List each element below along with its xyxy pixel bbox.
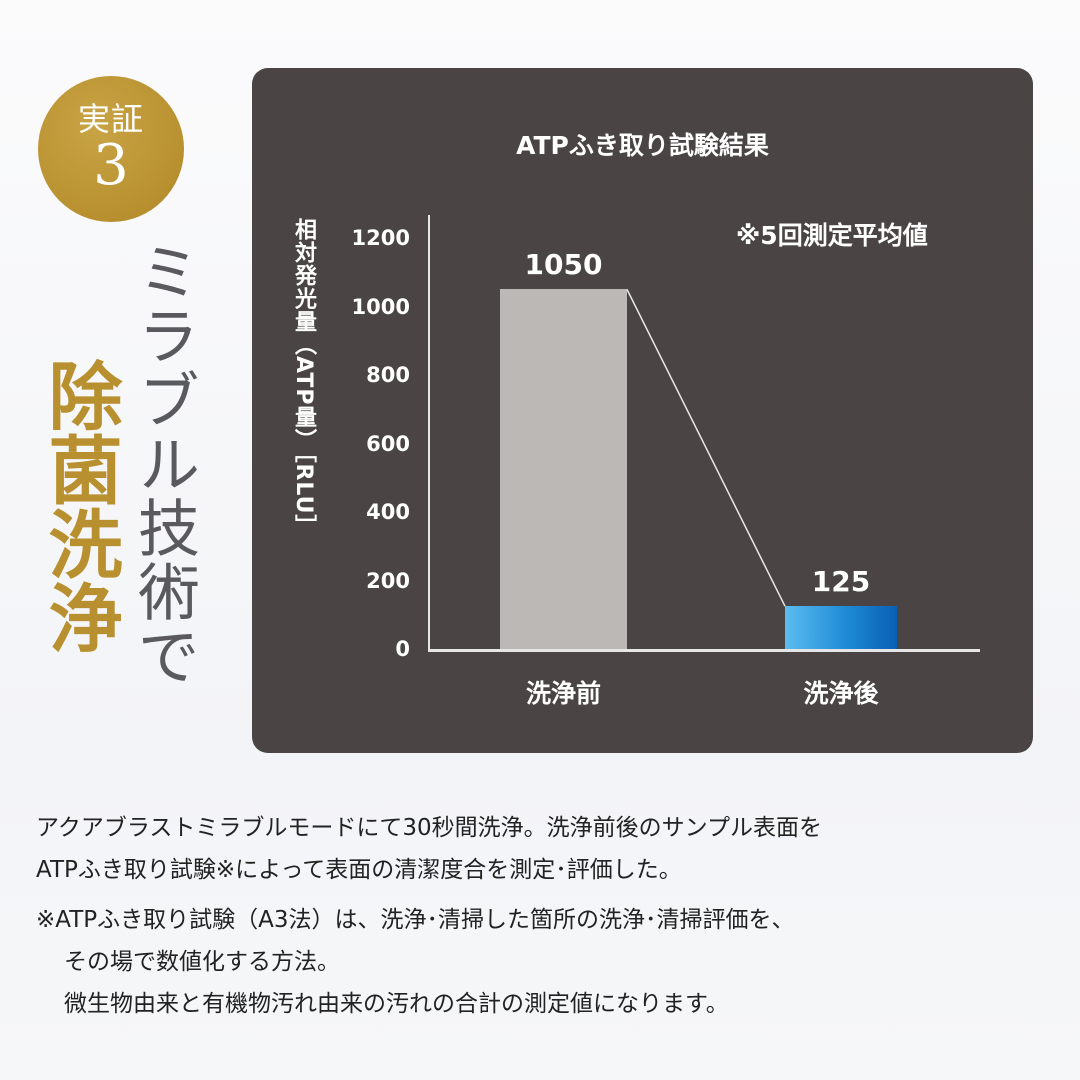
headline-main: 除菌洗浄 (36, 358, 122, 654)
chart-note: ※5回測定平均値 (736, 221, 928, 250)
y-tick-label: 1200 (351, 226, 410, 250)
y-axis-label: 相対発光量（ATP量）［RLU］ (291, 218, 316, 538)
bar-before-wash (500, 289, 627, 649)
x-axis-line (428, 649, 980, 652)
footnote-line: ※ATPふき取り試験（A3法）は、洗浄･清掃した箇所の洗浄･清掃評価を、 (36, 907, 795, 933)
chart-panel: ATPふき取り試験結果 ※5回測定平均値 相対発光量（ATP量）［RLU］ 12… (252, 68, 1033, 753)
footnote-line: 微生物由来と有機物汚れ由来の汚れの合計の測定値になります。 (64, 991, 729, 1017)
y-tick-label: 600 (366, 431, 410, 456)
category-label: 洗浄後 (803, 679, 879, 708)
y-tick-label: 400 (366, 500, 410, 524)
badge-label: 実証 (77, 100, 144, 138)
bar-value-label: 125 (811, 565, 871, 599)
category-label: 洗浄前 (525, 679, 601, 708)
chart-title: ATPふき取り試験結果 (516, 131, 769, 160)
y-axis-line (428, 215, 430, 651)
description-line: ATPふき取り試験※によって表面の清潔度合を測定･評価した。 (36, 857, 682, 883)
description-line: アクアブラストミラブルモードにて30秒間洗浄。洗浄前後のサンプル表面を (36, 815, 822, 841)
badge-number: 3 (93, 133, 129, 198)
headline-sub: ミラブル技術で (127, 240, 200, 688)
y-tick-label: 200 (366, 568, 410, 593)
footnote-line: その場で数値化する方法。 (64, 949, 340, 975)
y-tick-label: 800 (366, 363, 410, 387)
bar-value-label: 1050 (524, 248, 603, 282)
bar-after-wash (785, 606, 897, 649)
y-tick-label: 1000 (351, 294, 410, 319)
proof-badge: 実証 3 (38, 76, 184, 222)
y-tick-label: 0 (395, 637, 410, 661)
